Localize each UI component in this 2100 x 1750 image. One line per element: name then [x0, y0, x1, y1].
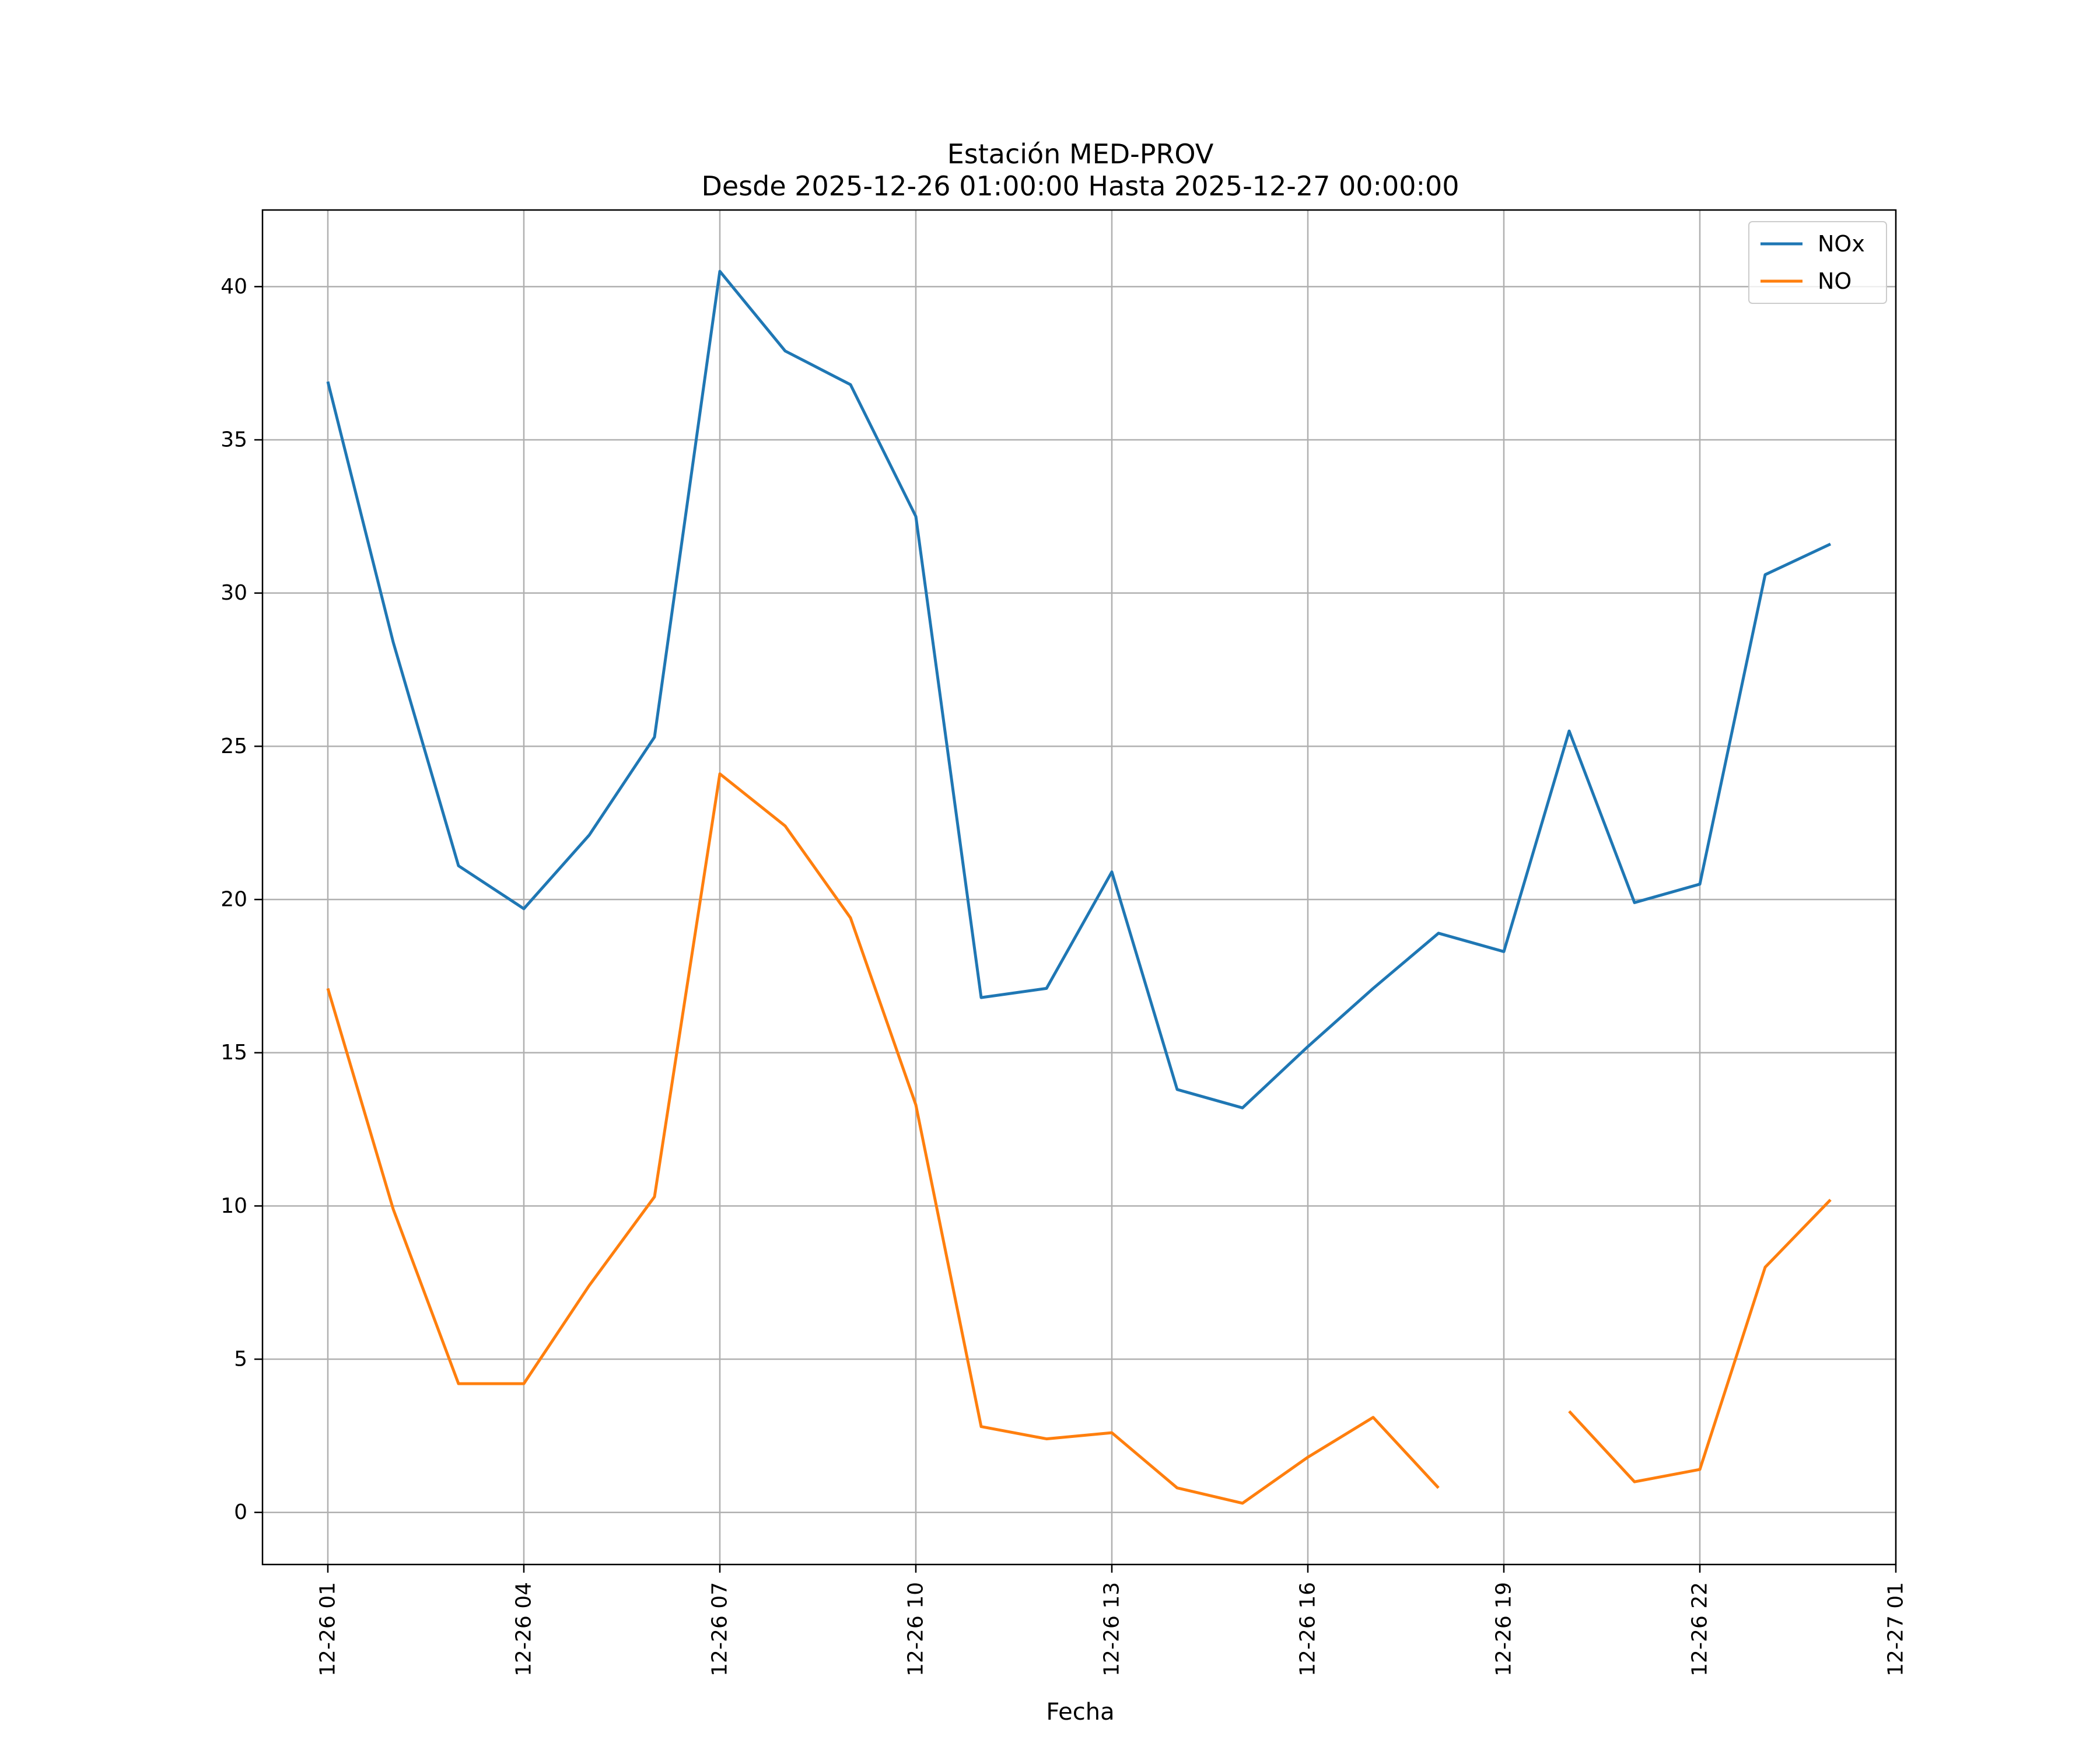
series-line-nox: [326, 270, 1832, 1110]
y-tick-label: 35: [220, 428, 247, 452]
y-tick-label: 0: [234, 1500, 247, 1524]
legend-label: NOx: [1818, 231, 1865, 257]
y-tick-label: 10: [220, 1194, 247, 1218]
legend: NOx NO: [1748, 221, 1887, 304]
series-line-no: [326, 772, 1440, 1505]
series-lines: [326, 270, 1832, 1505]
x-tick-label: 12-26 13: [1100, 1582, 1124, 1676]
legend-label: NO: [1818, 268, 1852, 294]
x-tick-label: 12-26 10: [904, 1582, 928, 1676]
x-tick-label: 12-26 01: [316, 1582, 340, 1676]
y-tick-label: 25: [220, 734, 247, 758]
y-tick-label: 20: [220, 888, 247, 912]
x-tick-label: 12-27 01: [1884, 1582, 1908, 1676]
x-tick-label: 12-26 19: [1492, 1582, 1516, 1676]
y-tick-label: 5: [234, 1348, 247, 1371]
x-axis-label: Fecha: [1046, 1699, 1114, 1726]
grid: [262, 210, 1897, 1564]
axis-ticks: 12-26 01 12-26 04 12-26 07 12-26 10 12-26 13…: [220, 275, 1908, 1676]
y-tick-label: 30: [220, 581, 247, 605]
y-tick-label: 40: [220, 275, 247, 299]
x-tick-label: 12-26 07: [708, 1582, 732, 1676]
chart-title: Estación MED-PROV: [947, 138, 1214, 170]
x-tick-label: 12-26 16: [1296, 1582, 1320, 1676]
x-tick-label: 12-26 04: [512, 1582, 536, 1676]
series-line-no: [1568, 1199, 1832, 1483]
chart-subtitle: Desde 2025-12-26 01:00:00 Hasta 2025-12-…: [701, 170, 1459, 202]
plot-frame: [261, 209, 1897, 1566]
legend-box: [1748, 221, 1887, 304]
x-tick-label: 12-26 22: [1688, 1582, 1712, 1676]
y-tick-label: 15: [220, 1041, 247, 1065]
